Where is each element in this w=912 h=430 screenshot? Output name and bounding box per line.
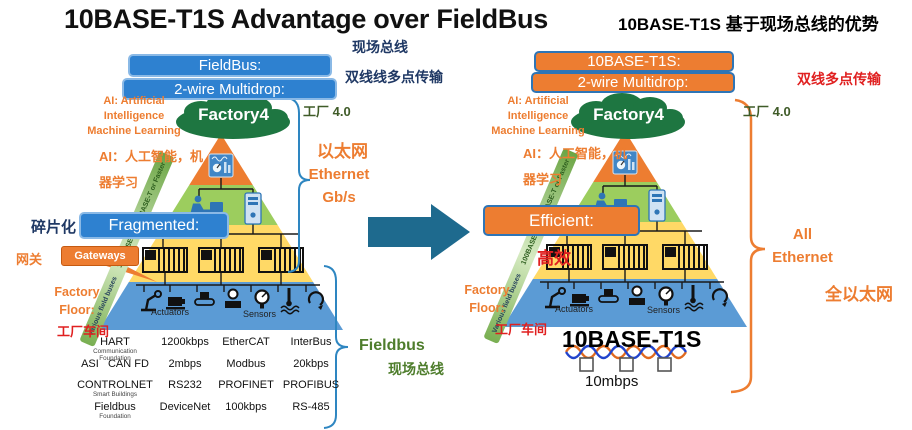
protocol-speed: 1200kbps — [161, 336, 209, 348]
multidrop-box-label: 2-wire Multidrop: — [577, 74, 689, 91]
protocol-name: PROFINET — [218, 379, 274, 391]
brace-fieldbus — [323, 265, 349, 429]
sensors-label-left: Sensors — [242, 309, 277, 319]
table-cell: ASI CAN FD — [76, 358, 154, 380]
efficient-cn-label: 高效 — [537, 249, 571, 268]
sensors-label-right: Sensors — [646, 305, 681, 315]
protocol-name: PROFIBUS — [282, 379, 340, 391]
fieldbus-group-label-cn: 现场总线 — [388, 361, 444, 377]
protocol-name: Modbus — [226, 357, 266, 370]
table-cell: 1200kbps — [154, 336, 216, 358]
table-cell: 20kbps — [276, 358, 346, 380]
t1s-box: 10BASE-T1S: — [534, 51, 734, 72]
protocol-name: InterBus — [290, 336, 332, 348]
protocol-speed: 100kbps — [225, 400, 267, 413]
factory-floor-label-left: Factory Floor: — [54, 285, 100, 317]
factory-floor-cn-right: 工厂车间 — [495, 322, 548, 337]
protocol-name: RS232 — [168, 379, 202, 391]
protocol-subtitle: Smart Buildings — [92, 391, 138, 399]
ethernet-speed-label: Ethernet Gb/s — [308, 166, 370, 207]
brace-all-ethernet — [730, 98, 766, 394]
table-cell: CONTROLNET Smart Buildings — [76, 379, 154, 401]
protocol-name: EtherCAT — [222, 336, 270, 348]
table-cell: InterBus — [276, 336, 346, 358]
gateways-box: Gateways — [61, 246, 139, 266]
ai-cn-label-left: AI：人工智能，机 器学习 — [99, 149, 204, 190]
fragmented-cn-label: 碎片化 — [31, 219, 77, 236]
efficient-box-label: Efficient: — [529, 210, 594, 230]
ai-cn-label-right: AI：人工智能，机 器学习 — [523, 146, 628, 187]
ai-label-left: AI: Artificial Intelligence Machine Lear… — [87, 95, 181, 137]
cloud-label-left: Factory4 — [198, 105, 269, 124]
brace-ethernet — [287, 97, 311, 273]
ai-label-right: AI: Artificial Intelligence Machine Lear… — [491, 95, 585, 137]
fieldbus-box: FieldBus: — [128, 54, 332, 77]
protocol-name: Fieldbus — [94, 400, 136, 413]
t1s-box-label: 10BASE-T1S: — [587, 53, 681, 70]
fieldbus-cn-label: 现场总线 — [352, 39, 408, 55]
twisted-pair-graphic — [564, 344, 688, 372]
multidrop-box-left: 2-wire Multidrop: — [122, 78, 337, 100]
protocol-name: RS-485 — [292, 400, 330, 413]
all-ethernet-cn-label: 全以太网 — [825, 285, 893, 304]
page-title: 10BASE-T1S Advantage over FieldBus — [64, 4, 548, 34]
multidrop-cn-label-left: 双线线多点传输 — [345, 69, 443, 85]
fragmented-box: Fragmented: — [79, 212, 229, 239]
multidrop-cn-label-right: 双线多点传输 — [797, 71, 881, 87]
factory-floor-cn-left: 工厂车间 — [57, 324, 110, 339]
table-cell: 2mbps — [154, 358, 216, 380]
protocol-subtitle: Communication Foundation — [93, 348, 137, 363]
cloud-label-right: Factory4 — [593, 105, 664, 124]
fieldbus-box-label: FieldBus: — [198, 57, 262, 74]
table-cell: Fieldbus Foundation — [76, 401, 154, 423]
t1s-tech-name: 10BASE-T1S — [562, 326, 702, 352]
ethernet-cn-label: 以太网 — [317, 142, 368, 161]
protocol-subtitle: Foundation — [99, 412, 131, 420]
efficient-box: Efficient: — [483, 205, 640, 236]
actuators-label-right: Actuators — [554, 304, 594, 314]
t1s-speed-label: 10mbps — [585, 373, 639, 390]
table-cell: Modbus — [216, 358, 276, 380]
all-ethernet-label: All Ethernet — [772, 226, 833, 266]
protocol-name: ASI CAN FD — [81, 357, 149, 370]
protocol-name: HART — [100, 336, 130, 348]
multidrop-box-label: 2-wire Multidrop: — [174, 80, 285, 98]
node-box — [619, 357, 634, 372]
factory40-label-right: 工厂 4.0 — [743, 104, 791, 119]
node-box — [579, 357, 594, 372]
protocol-name: DeviceNet — [159, 400, 211, 413]
table-cell: EtherCAT — [216, 336, 276, 358]
table-cell: PROFINET — [216, 379, 276, 401]
gateway-cn-label: 网关 — [16, 252, 43, 267]
table-cell: RS-485 — [276, 401, 346, 423]
node-box — [657, 357, 672, 372]
multidrop-box-right: 2-wire Multidrop: — [531, 72, 735, 93]
protocol-speed: 20kbps — [293, 357, 329, 370]
factory40-label-left: 工厂 4.0 — [303, 104, 351, 119]
table-cell: RS232 — [154, 379, 216, 401]
table-cell: DeviceNet — [154, 401, 216, 423]
factory-floor-label-right: Factory Floor: — [464, 283, 510, 315]
table-cell: PROFIBUS — [276, 379, 346, 401]
fieldbus-group-label: Fieldbus — [359, 337, 425, 354]
transition-arrow-icon — [368, 204, 470, 260]
table-cell: HART Communication Foundation — [76, 336, 154, 362]
table-cell: 100kbps — [216, 401, 276, 423]
gateways-box-label: Gateways — [74, 250, 126, 262]
fragmented-box-label: Fragmented: — [108, 216, 200, 234]
protocol-speed: 2mbps — [168, 357, 202, 370]
protocol-name: CONTROLNET — [77, 379, 153, 391]
page-title-cn: 10BASE-T1S 基于现场总线的优势 — [618, 15, 879, 34]
actuators-label-left: Actuators — [150, 307, 190, 317]
fieldbus-protocol-table: HART Communication Foundation 1200kbps E… — [76, 336, 348, 422]
